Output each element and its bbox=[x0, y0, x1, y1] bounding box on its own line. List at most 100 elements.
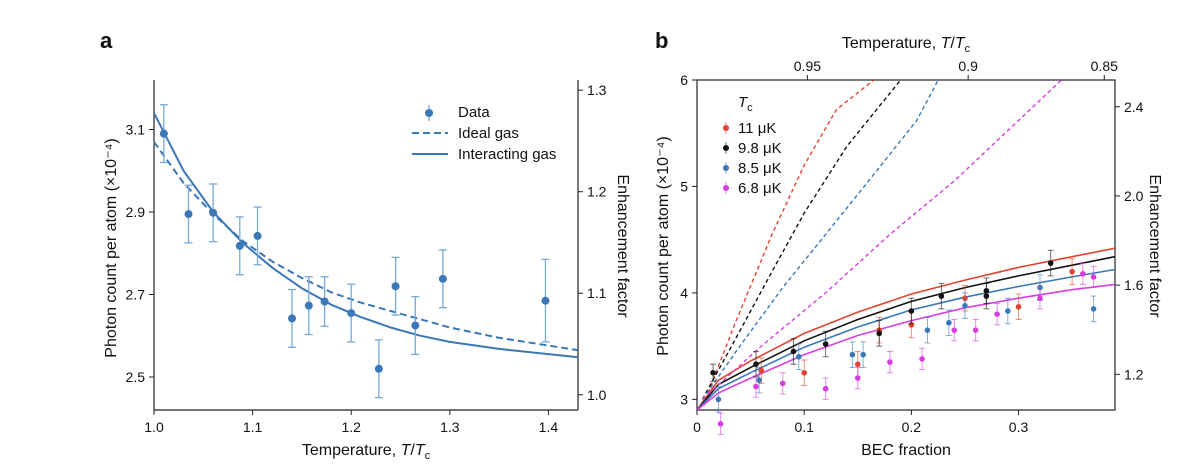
x-tick-label: 0.3 bbox=[1009, 419, 1029, 435]
x-tick-label: 0.1 bbox=[794, 419, 814, 435]
legend-series-symbol bbox=[723, 125, 729, 131]
series-dashed-curve bbox=[701, 80, 1062, 400]
panel-b-label: b bbox=[655, 28, 668, 53]
panel-a-plot: 1.0 1.1 1.2 1.3 1.4 2.5 2.7 2.9 3.1 1.0 1.1 1.2 1.3 bbox=[126, 80, 607, 435]
y2-tick-label: 1.0 bbox=[587, 387, 607, 403]
data-point bbox=[541, 296, 550, 305]
data-point bbox=[938, 293, 945, 299]
data-point bbox=[1090, 306, 1097, 312]
y-tick-label: 2.7 bbox=[126, 287, 146, 303]
x-tick-label: 1.3 bbox=[440, 419, 460, 435]
y-tick-label: 2.5 bbox=[126, 369, 146, 385]
x-tick-label: 1.4 bbox=[539, 419, 559, 435]
y2-tick-label: 1.1 bbox=[587, 285, 607, 301]
data-point bbox=[1090, 274, 1097, 280]
panel-b-plot: 0 0.1 0.2 0.3 0.95 0.9 0.85 3 4 5 6 1.2 1.6 2.0 2.4 bbox=[680, 58, 1143, 435]
panel-a-label: a bbox=[100, 28, 113, 53]
panel-b-top-label: Temperature, T/Tc bbox=[842, 35, 971, 55]
data-point bbox=[822, 341, 829, 347]
y-tick-label: 3.1 bbox=[126, 122, 146, 138]
legend-item-interacting-gas: Interacting gas bbox=[458, 146, 556, 163]
x-tick-label: 1.2 bbox=[341, 419, 361, 435]
panel-a-xlabel: Temperature, T/Tc bbox=[302, 442, 431, 462]
data-point bbox=[159, 129, 168, 138]
data-point bbox=[411, 321, 420, 330]
data-point bbox=[288, 314, 297, 323]
y-tick-label: 3 bbox=[680, 391, 688, 407]
series-solid-curve bbox=[697, 247, 1115, 410]
data-point bbox=[796, 353, 802, 360]
y2-tick-label: 2.4 bbox=[1124, 99, 1144, 115]
x-tick-label: 0.2 bbox=[902, 419, 922, 435]
y2-tick-label: 1.6 bbox=[1124, 277, 1144, 293]
data-point bbox=[887, 359, 893, 365]
data-point bbox=[753, 361, 759, 368]
top-tick-label: 0.85 bbox=[1091, 58, 1118, 74]
y-tick-label: 4 bbox=[680, 285, 688, 301]
panel-a-y2label: Enhancement factor bbox=[614, 174, 631, 318]
data-point bbox=[860, 351, 866, 358]
top-tick-label: 0.9 bbox=[958, 58, 978, 74]
data-point bbox=[908, 308, 915, 314]
series-dashed-curve bbox=[701, 80, 902, 400]
data-point bbox=[715, 396, 722, 403]
data-point bbox=[253, 231, 262, 240]
y2-tick-label: 1.2 bbox=[1124, 366, 1144, 382]
series-solid-curve bbox=[697, 255, 1115, 410]
series-dashed-curve bbox=[701, 80, 939, 400]
data-point bbox=[235, 241, 244, 250]
series-dashed-curve bbox=[704, 80, 875, 400]
data-point bbox=[1069, 268, 1075, 275]
data-point bbox=[1015, 303, 1022, 310]
data-point bbox=[717, 421, 724, 427]
data-point bbox=[779, 380, 786, 387]
panel-b-y2label: Enhancement factor bbox=[1146, 174, 1163, 318]
data-point bbox=[790, 348, 797, 355]
legend-item-11uk: 11 μK bbox=[738, 120, 776, 137]
legend-series-symbol bbox=[723, 185, 729, 191]
data-point bbox=[209, 208, 218, 217]
legend-item-6-8uk: 6.8 μK bbox=[738, 180, 782, 197]
legend-item-8-5uk: 8.5 μK bbox=[738, 160, 782, 177]
x-tick-label: 1.1 bbox=[243, 419, 263, 435]
data-point bbox=[801, 369, 807, 376]
legend-item-ideal-gas: Ideal gas bbox=[458, 125, 519, 142]
data-point bbox=[438, 274, 447, 283]
y-tick-label: 2.9 bbox=[126, 204, 146, 220]
legend-data-symbol bbox=[425, 109, 433, 117]
series-solid-curve bbox=[697, 268, 1115, 410]
data-point bbox=[983, 293, 990, 299]
panel-b-ylabel: Photon count per atom (×10⁻⁴) bbox=[655, 136, 672, 355]
data-point bbox=[854, 375, 861, 381]
y2-tick-label: 1.3 bbox=[587, 82, 607, 98]
data-point bbox=[822, 385, 829, 392]
panel-a-ylabel: Photon count per atom (×10⁻⁴) bbox=[103, 138, 120, 357]
legend-title: Tc bbox=[738, 94, 753, 114]
data-point bbox=[994, 311, 1000, 317]
panel-b-xlabel: BEC fraction bbox=[861, 442, 951, 459]
data-point bbox=[972, 327, 979, 333]
plot-frame bbox=[696, 79, 1116, 411]
panel-a-legend: Data Ideal gas Interacting gas bbox=[458, 104, 556, 163]
y2-tick-label: 2.0 bbox=[1124, 188, 1144, 204]
data-point bbox=[391, 282, 400, 291]
legend-series-symbol bbox=[723, 145, 729, 151]
legend-series-symbol bbox=[723, 165, 729, 171]
data-point bbox=[1037, 295, 1043, 302]
panel-b-legend: Tc 11 μK 9.8 μK 8.5 μK 6.8 μK bbox=[738, 94, 782, 197]
data-point bbox=[320, 297, 329, 306]
x-tick-label: 1.0 bbox=[144, 419, 164, 435]
data-point bbox=[946, 319, 952, 326]
top-tick-label: 0.95 bbox=[794, 58, 821, 74]
data-point bbox=[951, 327, 958, 333]
data-point bbox=[753, 383, 759, 390]
data-point bbox=[374, 364, 383, 373]
data-point bbox=[710, 369, 716, 376]
data-point bbox=[1005, 308, 1011, 314]
data-point bbox=[854, 361, 861, 368]
x-tick-label: 0 bbox=[693, 419, 701, 435]
data-point bbox=[756, 377, 762, 383]
data-point bbox=[876, 330, 883, 337]
